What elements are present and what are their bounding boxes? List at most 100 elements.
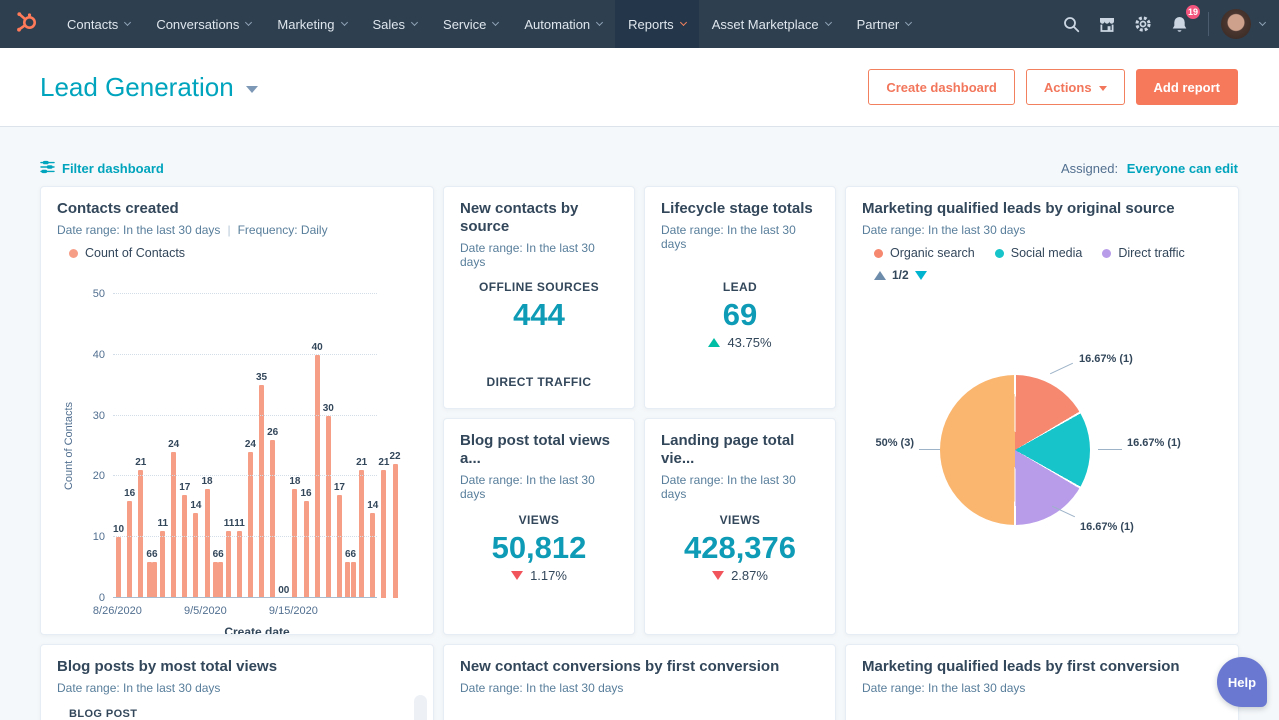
bar[interactable] [359, 470, 364, 598]
bar[interactable] [205, 489, 210, 598]
nav-item-partner[interactable]: Partner [844, 0, 925, 48]
create-dashboard-button[interactable]: Create dashboard [868, 69, 1015, 105]
x-tick-9/5/2020: 9/5/2020 [184, 605, 227, 617]
account-chevron-down-icon[interactable] [1259, 19, 1266, 26]
legend-page-up-icon[interactable] [874, 271, 886, 280]
bar-slot-28: 14 [367, 294, 378, 598]
legend-dot [1102, 249, 1111, 258]
pie-slice-label: 16.67% (1) [1080, 521, 1134, 533]
actions-label: Actions [1044, 80, 1092, 95]
delta-down-icon [511, 571, 523, 580]
nav-item-sales[interactable]: Sales [360, 0, 431, 48]
bar[interactable] [337, 495, 342, 598]
hubspot-logo[interactable] [0, 0, 54, 48]
legend-item-organic-search[interactable]: Organic search [874, 246, 975, 260]
bar[interactable] [370, 513, 375, 598]
bar[interactable] [127, 501, 132, 598]
legend-item-social-media[interactable]: Social media [995, 246, 1083, 260]
bar-value-label: 24 [168, 440, 179, 450]
bar[interactable] [193, 513, 198, 598]
dashboard-title-dropdown[interactable]: Lead Generation [40, 72, 258, 103]
bar[interactable] [116, 537, 121, 598]
metric-value: 50,812 [444, 530, 634, 566]
bar[interactable] [147, 562, 152, 598]
bar-value-label: 35 [256, 373, 267, 383]
metric-value: 428,376 [645, 530, 835, 566]
bar[interactable] [259, 385, 264, 598]
settings-icon[interactable] [1126, 7, 1160, 41]
chevron-down-icon [680, 19, 687, 26]
add-report-button[interactable]: Add report [1136, 69, 1238, 105]
bar[interactable] [218, 562, 223, 598]
delta-value: 43.75% [727, 335, 771, 350]
actions-button[interactable]: Actions [1026, 69, 1125, 105]
y-tick-40: 40 [67, 349, 105, 361]
card-title[interactable]: Contacts created [57, 200, 417, 218]
nav-item-label: Marketing [277, 17, 334, 32]
card-title[interactable]: Blog posts by most total views [57, 658, 417, 676]
nav-item-service[interactable]: Service [430, 0, 511, 48]
pie [940, 375, 1090, 525]
bar[interactable] [292, 489, 297, 598]
table-scrollbar[interactable] [414, 695, 427, 720]
card-title[interactable]: New contact conversions by first convers… [460, 658, 819, 676]
marketplace-icon[interactable] [1090, 7, 1124, 41]
card-title[interactable]: Lifecycle stage totals [661, 200, 819, 218]
bar[interactable] [248, 452, 253, 598]
legend-dot [874, 249, 883, 258]
card-contacts-created: Contacts created Date range: In the last… [40, 186, 434, 635]
bar[interactable] [237, 531, 242, 598]
filter-dashboard-label: Filter dashboard [62, 161, 164, 176]
gridline-30 [113, 415, 377, 416]
bar[interactable] [393, 464, 398, 598]
notifications-icon[interactable]: 19 [1162, 7, 1196, 41]
bar[interactable] [182, 495, 187, 598]
nav-item-label: Conversations [156, 17, 239, 32]
nav-item-conversations[interactable]: Conversations [143, 0, 264, 48]
bar[interactable] [171, 452, 176, 598]
legend-page-down-icon[interactable] [915, 271, 927, 280]
user-avatar[interactable] [1221, 9, 1251, 39]
card-lifecycle-stage-totals: Lifecycle stage totals Date range: In th… [644, 186, 836, 409]
y-tick-10: 10 [67, 531, 105, 543]
bar[interactable] [304, 501, 309, 598]
nav-item-marketing[interactable]: Marketing [264, 0, 359, 48]
nav-item-asset-marketplace[interactable]: Asset Marketplace [699, 0, 844, 48]
bar[interactable] [213, 562, 218, 598]
card-title[interactable]: Blog post total views a... [460, 432, 618, 468]
bar[interactable] [345, 562, 350, 598]
card-subtitle: Date range: In the last 30 days [862, 681, 1222, 695]
search-icon[interactable] [1054, 7, 1088, 41]
bar[interactable] [326, 416, 331, 598]
nav-item-reports[interactable]: Reports [615, 0, 699, 48]
card-title[interactable]: Marketing qualified leads by first conve… [862, 658, 1222, 676]
legend-label: Count of Contacts [85, 246, 185, 260]
bar[interactable] [138, 470, 143, 598]
bar[interactable] [152, 562, 157, 598]
nav-item-contacts[interactable]: Contacts [54, 0, 143, 48]
gridline-10 [113, 536, 377, 537]
nav-item-automation[interactable]: Automation [511, 0, 615, 48]
filter-dashboard-link[interactable]: Filter dashboard [40, 160, 164, 177]
legend-item-direct-traffic[interactable]: Direct traffic [1102, 246, 1184, 260]
assigned-area: Assigned: Everyone can edit [1061, 161, 1238, 176]
bar[interactable] [226, 531, 231, 598]
legend-item-count-of-contacts[interactable]: Count of Contacts [69, 246, 185, 260]
page-title: Lead Generation [40, 72, 234, 103]
card-title[interactable]: Landing page total vie... [661, 432, 819, 468]
bar-value-label: 17 [179, 483, 190, 493]
bar-value-label: 14 [190, 501, 201, 511]
help-button[interactable]: Help [1217, 657, 1267, 707]
bar[interactable] [160, 531, 165, 598]
pie-leader-line [919, 449, 940, 450]
x-tick-9/15/2020: 9/15/2020 [269, 605, 318, 617]
bar[interactable] [270, 440, 275, 598]
bar-slot-2: 16 [124, 294, 135, 598]
card-title[interactable]: New contacts by source [460, 200, 618, 236]
bar[interactable] [315, 355, 320, 598]
card-title[interactable]: Marketing qualified leads by original so… [862, 200, 1222, 218]
bar[interactable] [381, 470, 386, 598]
bar[interactable] [351, 562, 356, 598]
assigned-value-link[interactable]: Everyone can edit [1127, 161, 1238, 176]
metric-value: 444 [444, 297, 634, 333]
